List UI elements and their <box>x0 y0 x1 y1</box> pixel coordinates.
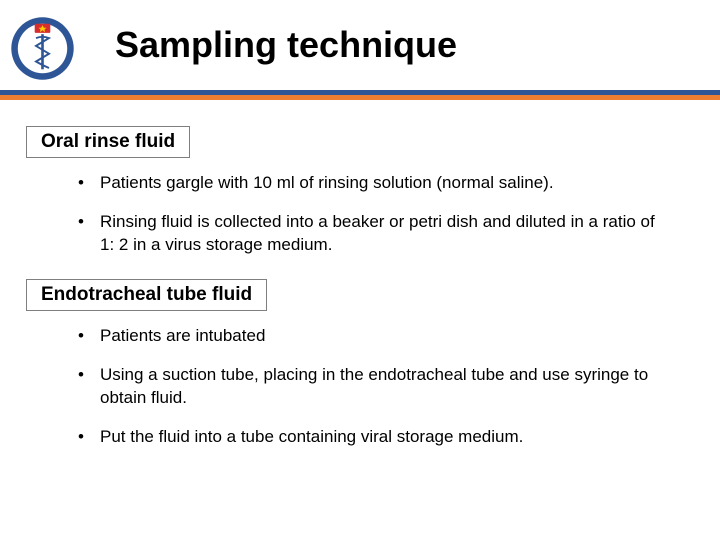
slide-header: Sampling technique <box>0 0 720 90</box>
section-heading-2: Endotracheal tube fluid <box>26 279 267 311</box>
title-word-2: technique <box>287 24 457 65</box>
org-logo <box>10 16 75 81</box>
section-heading-1: Oral rinse fluid <box>26 126 190 158</box>
list-item: Patients are intubated <box>78 325 694 348</box>
slide-body: Oral rinse fluid Patients gargle with 10… <box>0 100 720 449</box>
list-item: Patients gargle with 10 ml of rinsing so… <box>78 172 694 195</box>
list-item: Rinsing fluid is collected into a beaker… <box>78 211 694 257</box>
title-word-1: Sampling <box>115 24 277 65</box>
list-item: Put the fluid into a tube containing vir… <box>78 426 694 449</box>
bullet-list-2: Patients are intubated Using a suction t… <box>78 325 694 449</box>
slide-title: Sampling technique <box>115 24 457 66</box>
list-item: Using a suction tube, placing in the end… <box>78 364 694 410</box>
bullet-list-1: Patients gargle with 10 ml of rinsing so… <box>78 172 694 257</box>
